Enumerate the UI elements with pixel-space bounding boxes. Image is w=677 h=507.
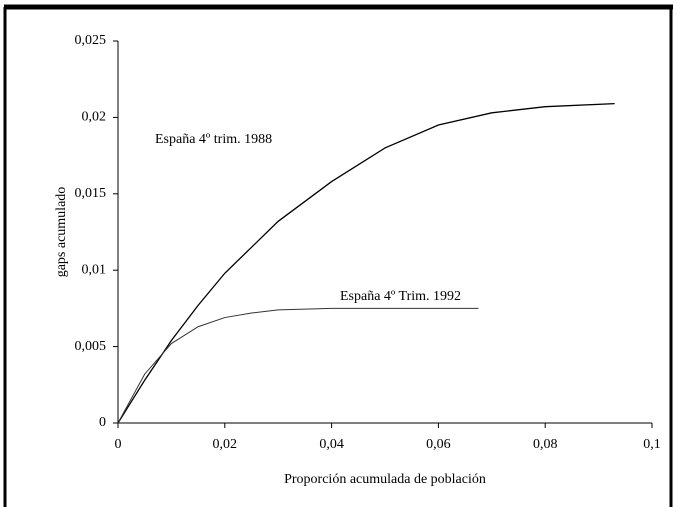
series-label: España 4º trim. 1988 <box>155 132 272 147</box>
series-line <box>117 102 615 424</box>
x-tick-label: 0 <box>115 437 122 452</box>
x-axis-label: Proporción acumulada de población <box>284 472 486 487</box>
y-tick-label: 0,025 <box>75 33 107 48</box>
y-tick-label: 0,015 <box>75 186 107 201</box>
y-tick-label: 0,02 <box>82 110 107 125</box>
x-tick-label: 0,06 <box>426 437 451 452</box>
y-axis-label: gaps acumulado <box>54 187 69 278</box>
y-tick-label: 0 <box>99 415 106 430</box>
x-tick-label: 0,08 <box>533 437 558 452</box>
y-tick-label: 0,01 <box>82 262 107 277</box>
series-label: España 4º Trim. 1992 <box>340 289 461 304</box>
x-tick-label: 0,1 <box>643 437 661 452</box>
series-line <box>117 307 479 424</box>
y-tick-label: 0,005 <box>75 339 107 354</box>
x-tick-label: 0,04 <box>319 437 344 452</box>
x-tick-label: 0,02 <box>213 437 238 452</box>
